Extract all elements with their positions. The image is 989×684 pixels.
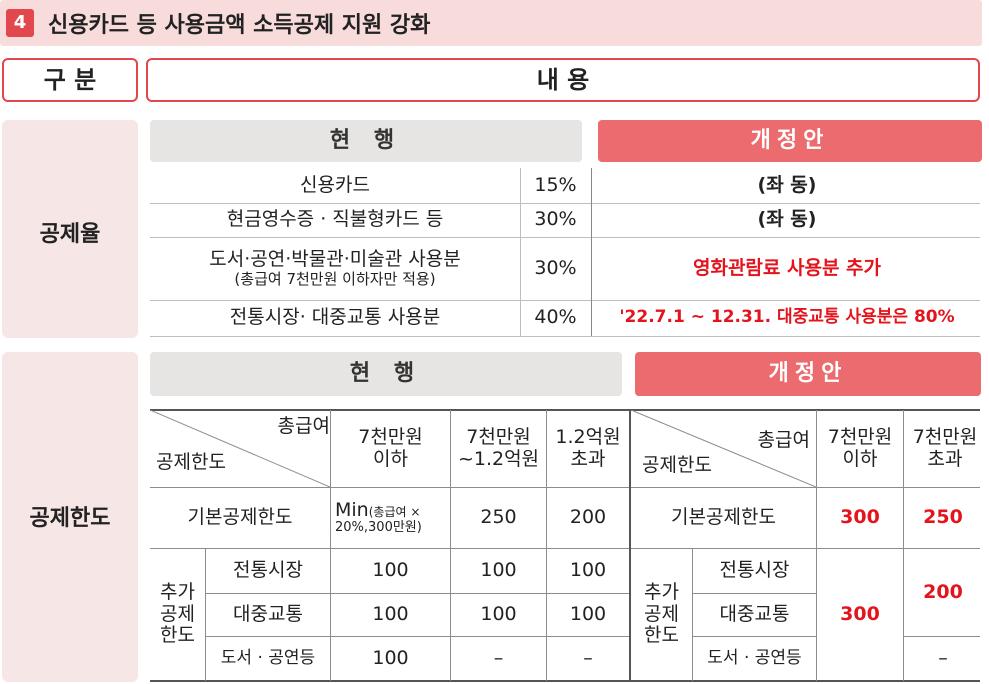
extra-row-value: 100: [372, 559, 409, 582]
extra-row-value: –: [493, 646, 504, 669]
extra-row-label: 도서 · 공연등: [707, 647, 802, 668]
limit-col-divider: [692, 548, 693, 681]
rate-proposed: (좌 동): [757, 208, 817, 231]
limit-table-divider: [150, 548, 980, 549]
limit-table-divider: [692, 636, 816, 637]
limit-col-header: 7천만원 초과: [912, 426, 978, 470]
rate-proposed-highlight: 영화관람료 사용분 추가: [692, 256, 882, 279]
deduction-limit-side: [2, 352, 138, 682]
header-category: 구 분: [2, 58, 138, 102]
rate-divider: [150, 300, 980, 301]
deduction-rate-proposed-header: 개정안: [598, 120, 982, 162]
extra-row-value: 100: [569, 559, 607, 582]
limit-table-divider: [692, 593, 816, 594]
rate-column-divider: [591, 168, 592, 336]
corner-top-label: 총급여: [757, 429, 810, 451]
rate-value: 15%: [534, 173, 577, 196]
limit-col-header: 7천만원 이하: [827, 426, 893, 470]
extra-row-label: 전통시장: [233, 559, 303, 582]
limit-table-divider: [903, 636, 980, 637]
extra-limit-value: –: [938, 646, 948, 669]
deduction-limit-current-header: 현 행: [150, 352, 622, 396]
deduction-rate-side: [2, 120, 138, 338]
limit-col-divider: [205, 548, 206, 681]
rate-item: 신용카드: [300, 173, 370, 196]
deduction-limit-label: 공제한도: [29, 506, 111, 531]
limit-col-divider: [330, 410, 331, 681]
basic-limit-value: 200: [569, 506, 607, 529]
limit-col-header: 7천만원 이하: [358, 426, 423, 470]
basic-limit-value: 250: [480, 506, 517, 529]
limit-table-bottom-border: [150, 680, 980, 682]
limit-col-header: 7천만원 ~1.2억원: [457, 426, 540, 470]
extra-row-value: 100: [480, 603, 517, 626]
rate-value: 30%: [534, 208, 577, 231]
limit-col-divider: [546, 410, 547, 681]
rate-column-divider: [520, 168, 521, 336]
rate-proposed: (좌 동): [757, 173, 817, 196]
basic-limit-label: 기본공제한도: [187, 506, 293, 529]
page-title: 신용카드 등 사용금액 소득공제 지원 강화: [48, 13, 431, 38]
rate-value: 30%: [534, 256, 577, 279]
deduction-rate-label: 공제율: [39, 222, 101, 247]
corner-diagonal-current: [150, 410, 330, 487]
limit-table-divider: [150, 487, 980, 488]
extra-limit-value-new: 300: [840, 602, 880, 625]
limit-col-header: 1.2억원 초과: [555, 426, 621, 470]
extra-limit-value-new: 200: [923, 580, 963, 603]
limit-col-divider: [903, 410, 904, 681]
rate-proposed-highlight: '22.7.1 ~ 12.31. 대중교통 사용분은 80%: [619, 307, 955, 328]
title-bar: [0, 0, 982, 46]
limit-col-divider: [450, 410, 451, 681]
limit-table-center-divider: [629, 410, 631, 681]
extra-limit-label: 추가 공제 한도: [160, 580, 195, 647]
extra-row-value: –: [583, 646, 593, 669]
extra-row-value: 100: [372, 603, 409, 626]
corner-diagonal-proposed: [631, 410, 816, 487]
rate-item: 도서·공연·박물관·미술관 사용분 (총급여 7천만원 이하자만 적용): [209, 247, 461, 288]
rate-item: 현금영수증 · 직불형카드 등: [226, 208, 444, 231]
limit-col-divider: [816, 410, 817, 681]
extra-row-label: 도서 · 공연등: [220, 647, 316, 668]
basic-limit-label: 기본공제한도: [671, 506, 776, 529]
extra-row-label: 전통시장: [719, 559, 790, 582]
limit-table-divider: [205, 593, 630, 594]
extra-row-label: 대중교통: [719, 603, 790, 626]
rate-divider: [150, 203, 980, 204]
deduction-limit-proposed-header: 개정안: [635, 352, 981, 396]
rate-item: 전통시장· 대중교통 사용분: [229, 306, 441, 329]
corner-bottom-label: 공제한도: [642, 454, 712, 476]
rate-value: 40%: [534, 306, 577, 329]
deduction-rate-current-header: 현 행: [150, 120, 582, 162]
limit-table-top-border: [150, 409, 980, 411]
extra-row-value: 100: [372, 646, 409, 669]
basic-limit-value-new: 250: [923, 506, 963, 529]
rate-divider: [150, 336, 980, 337]
basic-limit-min-formula: Min(총급여 × 20%,300만원): [335, 498, 422, 536]
extra-row-value: 100: [569, 603, 607, 626]
header-content: 내 용: [146, 58, 980, 102]
extra-row-label: 대중교통: [233, 603, 303, 626]
extra-row-value: 100: [480, 559, 517, 582]
corner-top-label: 총급여: [277, 415, 330, 437]
extra-limit-label: 추가 공제 한도: [644, 580, 679, 647]
corner-bottom-label: 공제한도: [156, 451, 226, 473]
basic-limit-value-new: 300: [840, 506, 880, 529]
limit-table-divider: [205, 636, 630, 637]
section-number-badge: 4: [6, 9, 34, 37]
rate-divider: [150, 237, 980, 238]
